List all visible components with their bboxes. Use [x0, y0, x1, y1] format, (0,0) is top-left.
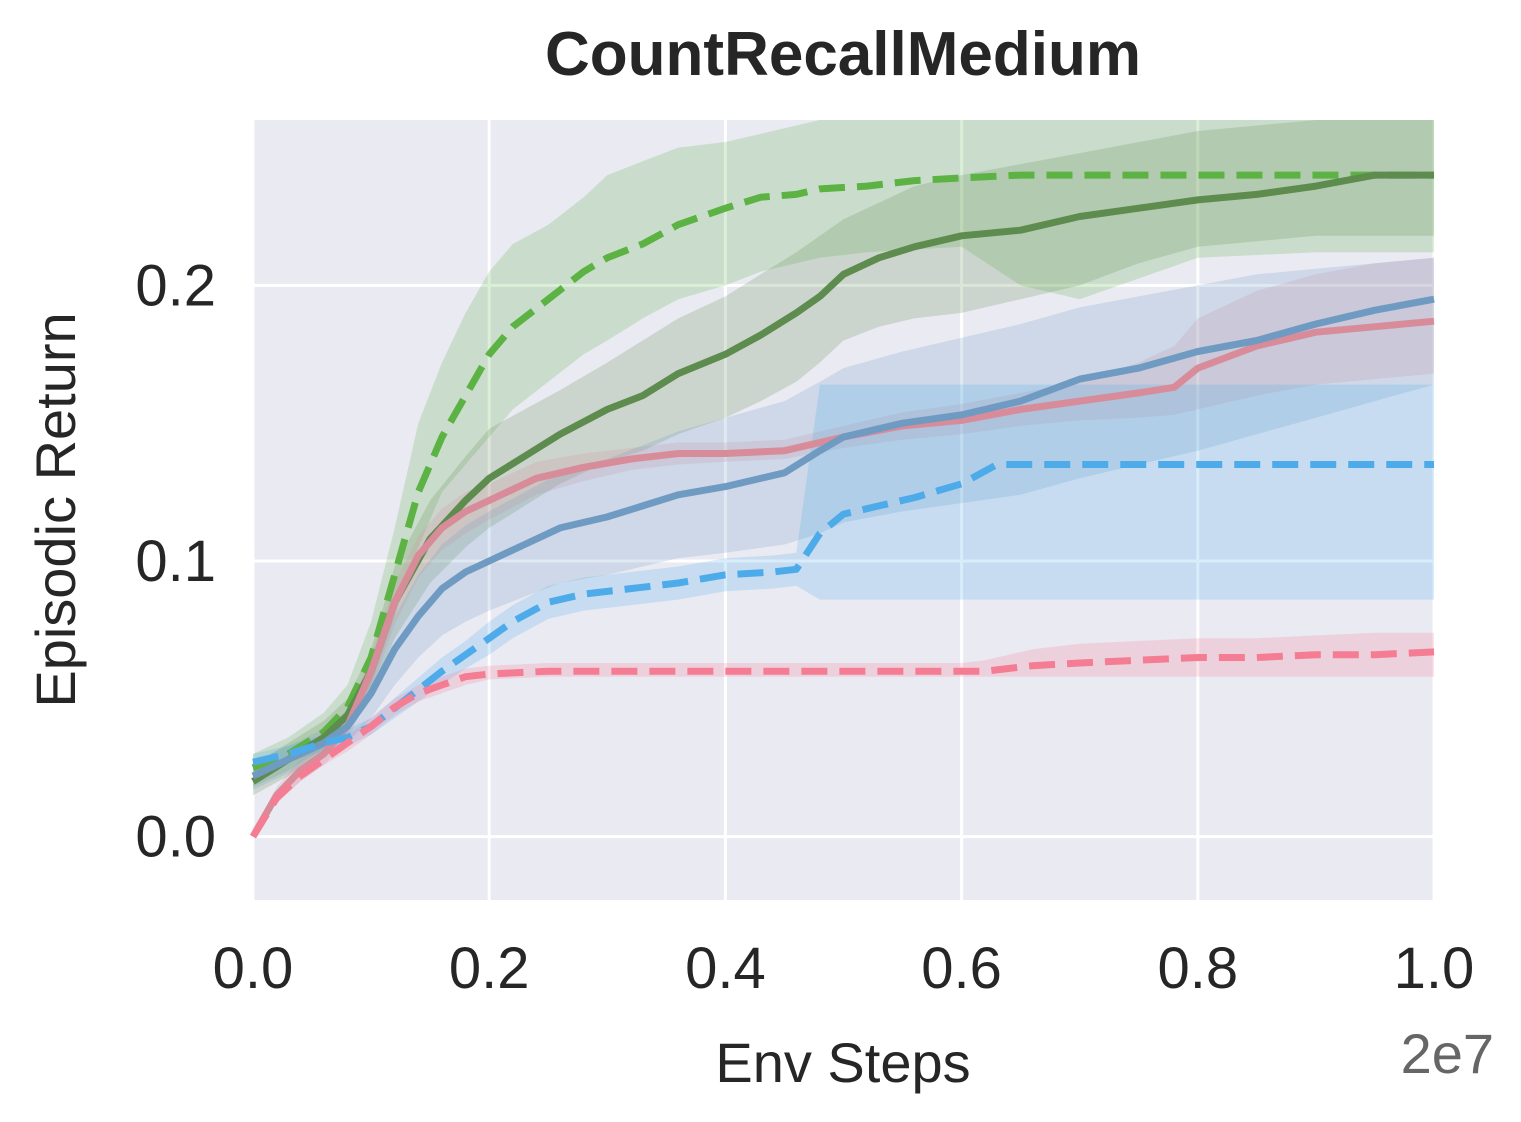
y-tick-labels: 0.0 0.1 0.2 — [135, 253, 216, 869]
y-tick-label: 0.2 — [135, 253, 216, 318]
x-tick-label: 0.0 — [213, 936, 294, 1001]
series-band — [253, 120, 1434, 787]
x-tick-label: 0.8 — [1157, 936, 1238, 1001]
series-line — [252, 461, 1434, 766]
series-lines — [249, 171, 1435, 839]
x-tick-label: 0.2 — [449, 936, 530, 1001]
series-line — [250, 648, 1435, 839]
series-band — [253, 384, 1434, 771]
series-line — [249, 317, 1435, 839]
plot-background — [253, 120, 1434, 900]
x-tick-label: 1.0 — [1394, 936, 1475, 1001]
y-tick-label: 0.1 — [135, 529, 216, 594]
y-tick-label: 0.0 — [135, 805, 216, 870]
x-axis-offset-label: 2e7 — [1401, 1022, 1494, 1085]
series-band — [253, 257, 1434, 837]
x-tick-label: 0.6 — [921, 936, 1002, 1001]
grid — [251, 120, 1436, 900]
series-line — [251, 295, 1435, 780]
series-line — [251, 171, 1434, 771]
x-axis-label: Env Steps — [715, 1031, 970, 1094]
chart-title: CountRecallMedium — [545, 20, 1141, 89]
y-axis-label: Episodic Return — [24, 312, 87, 707]
x-tick-label: 0.4 — [685, 936, 766, 1001]
x-tick-labels: 0.0 0.2 0.4 0.6 0.8 1.0 — [213, 936, 1475, 1001]
